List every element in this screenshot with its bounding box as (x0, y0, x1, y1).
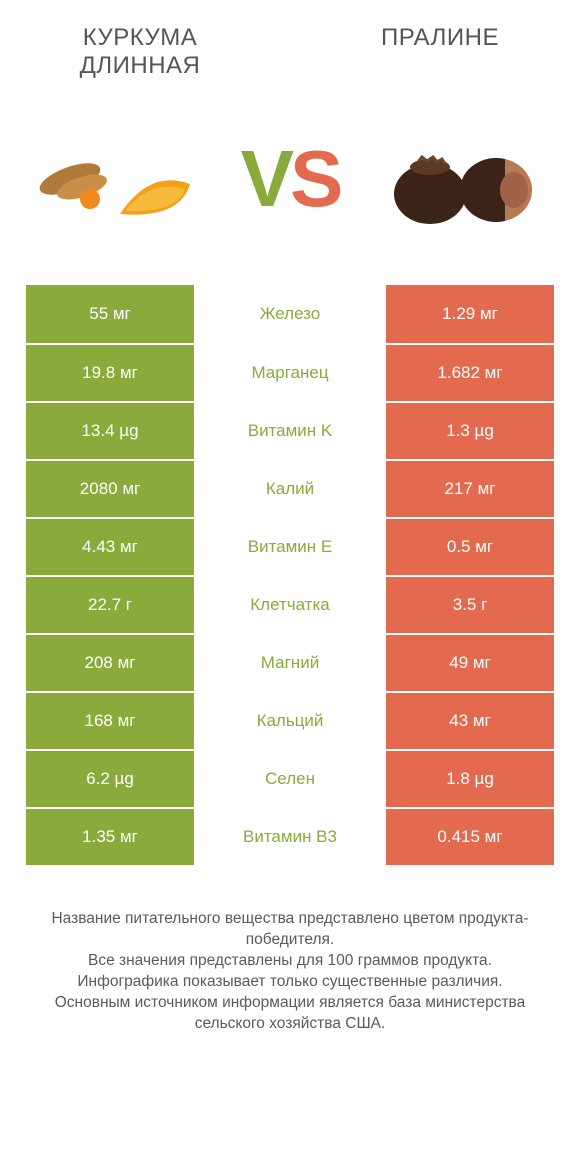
value-left: 6.2 µg (26, 751, 196, 807)
value-left: 13.4 µg (26, 403, 196, 459)
value-right: 1.29 мг (384, 285, 554, 343)
vs-label: VS (241, 139, 340, 219)
nutrient-label: Железо (196, 285, 384, 343)
value-left: 2080 мг (26, 461, 196, 517)
table-row: 13.4 µgВитамин K1.3 µg (26, 401, 554, 459)
footer-line: Название питательного вещества представл… (24, 909, 556, 951)
value-right: 217 мг (384, 461, 554, 517)
product-title-right: Пралине (340, 24, 540, 52)
comparison-table: 55 мгЖелезо1.29 мг19.8 мгМарганец1.682 м… (26, 285, 554, 865)
nutrient-label: Витамин E (196, 519, 384, 575)
turmeric-icon (30, 119, 200, 239)
value-right: 49 мг (384, 635, 554, 691)
value-right: 3.5 г (384, 577, 554, 633)
table-row: 55 мгЖелезо1.29 мг (26, 285, 554, 343)
table-row: 1.35 мгВитамин B30.415 мг (26, 807, 554, 865)
nutrient-label: Селен (196, 751, 384, 807)
product-title-left: Куркума длинная (40, 24, 240, 79)
table-row: 19.8 мгМарганец1.682 мг (26, 343, 554, 401)
table-row: 22.7 гКлетчатка3.5 г (26, 575, 554, 633)
value-right: 0.5 мг (384, 519, 554, 575)
nutrient-label: Витамин K (196, 403, 384, 459)
value-left: 4.43 мг (26, 519, 196, 575)
vs-v: V (241, 134, 290, 223)
value-left: 1.35 мг (26, 809, 196, 865)
nutrient-label: Магний (196, 635, 384, 691)
value-right: 1.682 мг (384, 345, 554, 401)
vs-s: S (290, 134, 339, 223)
value-right: 0.415 мг (384, 809, 554, 865)
footer-line: Все значения представлены для 100 граммо… (24, 951, 556, 972)
value-left: 168 мг (26, 693, 196, 749)
image-row: VS (0, 79, 580, 263)
value-left: 208 мг (26, 635, 196, 691)
value-left: 19.8 мг (26, 345, 196, 401)
nutrient-label: Калий (196, 461, 384, 517)
nutrient-label: Клетчатка (196, 577, 384, 633)
header: Куркума длинная Пралине (0, 0, 580, 79)
value-left: 22.7 г (26, 577, 196, 633)
value-right: 1.8 µg (384, 751, 554, 807)
value-right: 1.3 µg (384, 403, 554, 459)
table-row: 2080 мгКалий217 мг (26, 459, 554, 517)
value-left: 55 мг (26, 285, 196, 343)
footer-notes: Название питательного вещества представл… (24, 909, 556, 1035)
table-row: 168 мгКальций43 мг (26, 691, 554, 749)
praline-icon (380, 119, 550, 239)
footer-line: Инфографика показывает только существенн… (24, 972, 556, 993)
nutrient-label: Кальций (196, 693, 384, 749)
table-row: 4.43 мгВитамин E0.5 мг (26, 517, 554, 575)
nutrient-label: Марганец (196, 345, 384, 401)
table-row: 6.2 µgСелен1.8 µg (26, 749, 554, 807)
value-right: 43 мг (384, 693, 554, 749)
table-row: 208 мгМагний49 мг (26, 633, 554, 691)
nutrient-label: Витамин B3 (196, 809, 384, 865)
footer-line: Основным источником информации является … (24, 993, 556, 1035)
